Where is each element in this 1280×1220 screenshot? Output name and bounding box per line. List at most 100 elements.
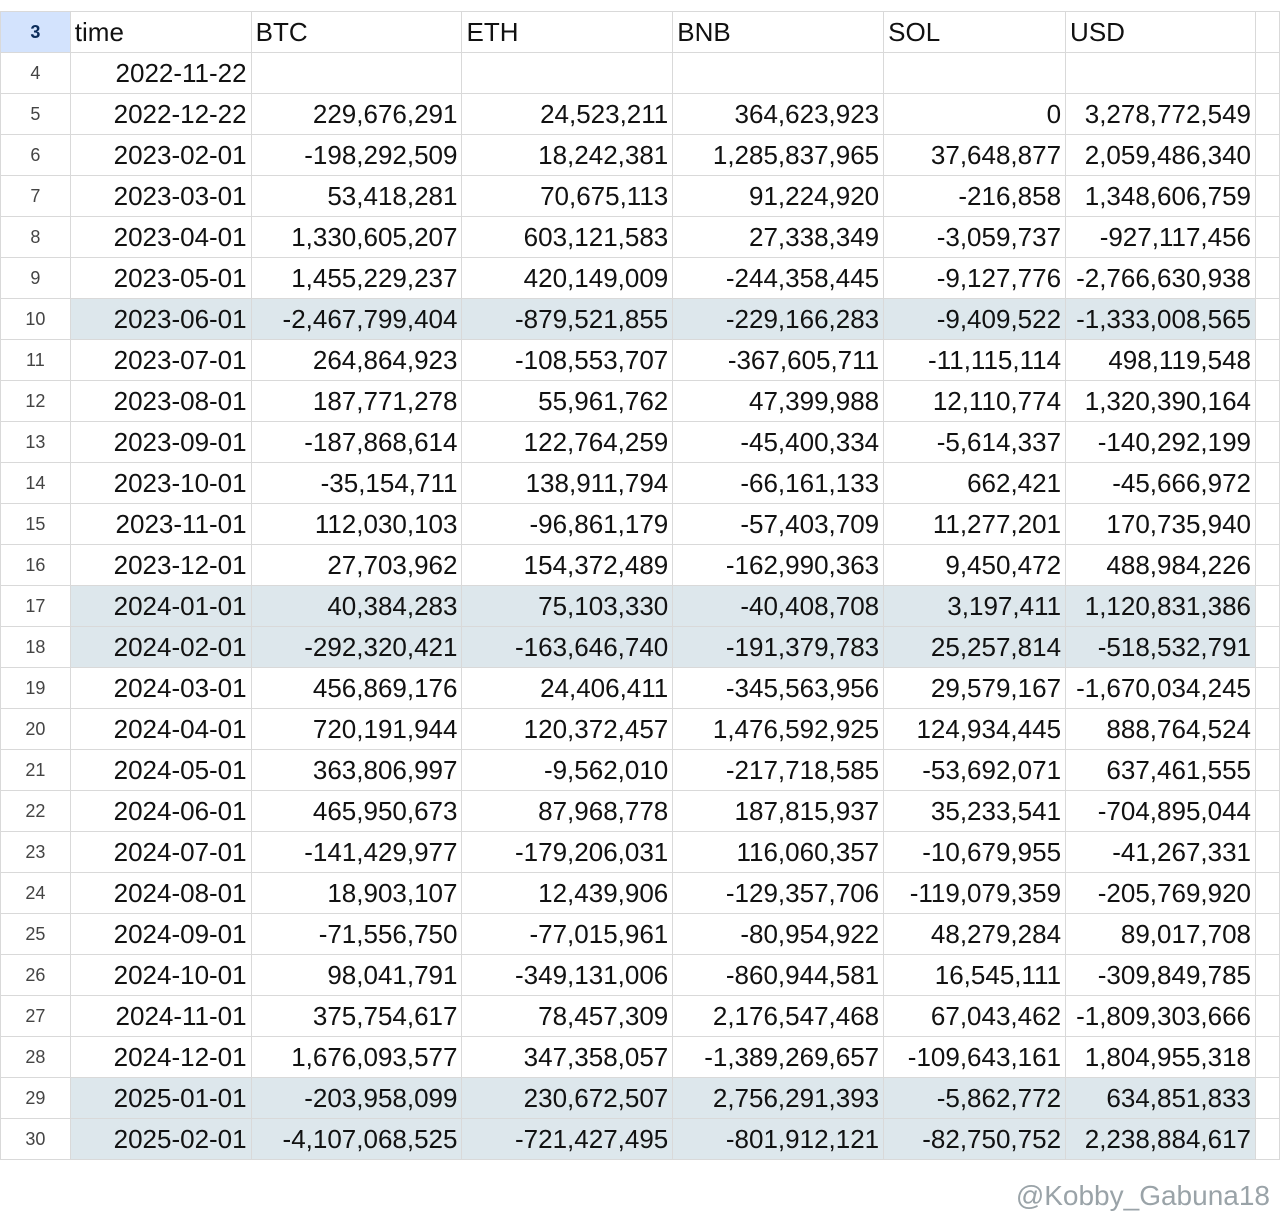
cell-time[interactable]: 2023-12-01 bbox=[69, 544, 252, 586]
cell-bnb[interactable]: -801,912,121 bbox=[672, 1118, 885, 1160]
cell-eth[interactable]: -108,553,707 bbox=[461, 339, 674, 381]
cell-btc[interactable]: -198,292,509 bbox=[250, 134, 463, 176]
cell-btc[interactable]: 112,030,103 bbox=[250, 503, 463, 545]
cell-bnb[interactable]: 47,399,988 bbox=[672, 380, 885, 422]
row-number[interactable]: 21 bbox=[0, 749, 71, 791]
cell-btc[interactable]: -187,868,614 bbox=[250, 421, 463, 463]
cell-eth[interactable]: 24,523,211 bbox=[461, 93, 674, 135]
cell-eth[interactable]: 603,121,583 bbox=[461, 216, 674, 258]
cell-sol[interactable]: 37,648,877 bbox=[883, 134, 1067, 176]
column-header-usd[interactable]: USD bbox=[1065, 11, 1257, 53]
row-number[interactable]: 6 bbox=[0, 134, 71, 176]
cell-time[interactable]: 2024-02-01 bbox=[69, 626, 252, 668]
row-number[interactable]: 30 bbox=[0, 1118, 71, 1160]
row-number[interactable]: 28 bbox=[0, 1036, 71, 1078]
cell-sol[interactable]: -119,079,359 bbox=[883, 872, 1067, 914]
cell-time[interactable]: 2024-05-01 bbox=[69, 749, 252, 791]
row-number[interactable]: 9 bbox=[0, 257, 71, 299]
cell-time[interactable]: 2025-01-01 bbox=[69, 1077, 252, 1119]
cell-time[interactable]: 2023-04-01 bbox=[69, 216, 252, 258]
cell-usd[interactable]: 634,851,833 bbox=[1065, 1077, 1257, 1119]
row-number[interactable]: 13 bbox=[0, 421, 71, 463]
empty-cell[interactable] bbox=[1255, 954, 1280, 996]
empty-cell[interactable] bbox=[1255, 462, 1280, 504]
empty-cell[interactable] bbox=[1255, 298, 1280, 340]
cell-eth[interactable]: -879,521,855 bbox=[461, 298, 674, 340]
cell-bnb[interactable]: 364,623,923 bbox=[672, 93, 885, 135]
row-number[interactable]: 3 bbox=[0, 11, 71, 53]
row-number[interactable]: 12 bbox=[0, 380, 71, 422]
cell-usd[interactable]: 1,804,955,318 bbox=[1065, 1036, 1257, 1078]
cell-time[interactable]: 2024-06-01 bbox=[69, 790, 252, 832]
cell-time[interactable]: 2023-03-01 bbox=[69, 175, 252, 217]
cell-time[interactable]: 2025-02-01 bbox=[69, 1118, 252, 1160]
row-number[interactable]: 29 bbox=[0, 1077, 71, 1119]
cell-time[interactable]: 2024-03-01 bbox=[69, 667, 252, 709]
row-number[interactable]: 5 bbox=[0, 93, 71, 135]
cell-btc[interactable]: 363,806,997 bbox=[250, 749, 463, 791]
cell-btc[interactable]: 720,191,944 bbox=[250, 708, 463, 750]
cell-eth[interactable]: 55,961,762 bbox=[461, 380, 674, 422]
column-header-eth[interactable]: ETH bbox=[461, 11, 674, 53]
cell-btc[interactable]: -2,467,799,404 bbox=[250, 298, 463, 340]
cell-btc[interactable]: 465,950,673 bbox=[250, 790, 463, 832]
cell-time[interactable]: 2023-08-01 bbox=[69, 380, 252, 422]
empty-cell[interactable] bbox=[1255, 544, 1280, 586]
cell-usd[interactable]: -1,809,303,666 bbox=[1065, 995, 1257, 1037]
empty-cell[interactable] bbox=[1255, 52, 1280, 94]
cell-eth[interactable] bbox=[461, 52, 674, 94]
empty-cell[interactable] bbox=[1255, 995, 1280, 1037]
row-number[interactable]: 18 bbox=[0, 626, 71, 668]
cell-bnb[interactable]: -217,718,585 bbox=[672, 749, 885, 791]
cell-usd[interactable]: -1,333,008,565 bbox=[1065, 298, 1257, 340]
cell-sol[interactable]: -53,692,071 bbox=[883, 749, 1067, 791]
cell-bnb[interactable]: 1,285,837,965 bbox=[672, 134, 885, 176]
cell-usd[interactable]: 888,764,524 bbox=[1065, 708, 1257, 750]
cell-eth[interactable]: -349,131,006 bbox=[461, 954, 674, 996]
cell-btc[interactable]: 264,864,923 bbox=[250, 339, 463, 381]
row-number[interactable]: 26 bbox=[0, 954, 71, 996]
cell-usd[interactable]: 1,320,390,164 bbox=[1065, 380, 1257, 422]
cell-eth[interactable]: 347,358,057 bbox=[461, 1036, 674, 1078]
row-number[interactable]: 11 bbox=[0, 339, 71, 381]
cell-sol[interactable]: -9,409,522 bbox=[883, 298, 1067, 340]
cell-bnb[interactable]: 27,338,349 bbox=[672, 216, 885, 258]
cell-eth[interactable]: 78,457,309 bbox=[461, 995, 674, 1037]
cell-bnb[interactable]: 187,815,937 bbox=[672, 790, 885, 832]
cell-bnb[interactable]: -367,605,711 bbox=[672, 339, 885, 381]
cell-bnb[interactable]: -244,358,445 bbox=[672, 257, 885, 299]
cell-eth[interactable]: 18,242,381 bbox=[461, 134, 674, 176]
cell-sol[interactable]: -9,127,776 bbox=[883, 257, 1067, 299]
cell-usd[interactable]: 2,238,884,617 bbox=[1065, 1118, 1257, 1160]
empty-cell[interactable] bbox=[1255, 626, 1280, 668]
cell-bnb[interactable]: 116,060,357 bbox=[672, 831, 885, 873]
row-number[interactable]: 23 bbox=[0, 831, 71, 873]
cell-btc[interactable]: 18,903,107 bbox=[250, 872, 463, 914]
cell-usd[interactable]: -205,769,920 bbox=[1065, 872, 1257, 914]
cell-time[interactable]: 2023-06-01 bbox=[69, 298, 252, 340]
cell-bnb[interactable]: -162,990,363 bbox=[672, 544, 885, 586]
cell-eth[interactable]: 12,439,906 bbox=[461, 872, 674, 914]
empty-cell[interactable] bbox=[1255, 1077, 1280, 1119]
column-header-sol[interactable]: SOL bbox=[883, 11, 1067, 53]
cell-usd[interactable]: -140,292,199 bbox=[1065, 421, 1257, 463]
cell-sol[interactable]: 12,110,774 bbox=[883, 380, 1067, 422]
row-number[interactable]: 25 bbox=[0, 913, 71, 955]
cell-usd[interactable]: 637,461,555 bbox=[1065, 749, 1257, 791]
cell-btc[interactable]: 1,330,605,207 bbox=[250, 216, 463, 258]
cell-eth[interactable]: -721,427,495 bbox=[461, 1118, 674, 1160]
cell-time[interactable]: 2023-07-01 bbox=[69, 339, 252, 381]
row-number[interactable]: 24 bbox=[0, 872, 71, 914]
cell-time[interactable]: 2023-10-01 bbox=[69, 462, 252, 504]
cell-eth[interactable]: 70,675,113 bbox=[461, 175, 674, 217]
cell-time[interactable]: 2024-09-01 bbox=[69, 913, 252, 955]
cell-btc[interactable]: 40,384,283 bbox=[250, 585, 463, 627]
row-number[interactable]: 16 bbox=[0, 544, 71, 586]
cell-usd[interactable]: -309,849,785 bbox=[1065, 954, 1257, 996]
cell-sol[interactable]: 9,450,472 bbox=[883, 544, 1067, 586]
empty-cell[interactable] bbox=[1255, 216, 1280, 258]
empty-cell[interactable] bbox=[1255, 380, 1280, 422]
empty-cell[interactable] bbox=[1255, 667, 1280, 709]
cell-btc[interactable]: -203,958,099 bbox=[250, 1077, 463, 1119]
empty-cell[interactable] bbox=[1255, 790, 1280, 832]
